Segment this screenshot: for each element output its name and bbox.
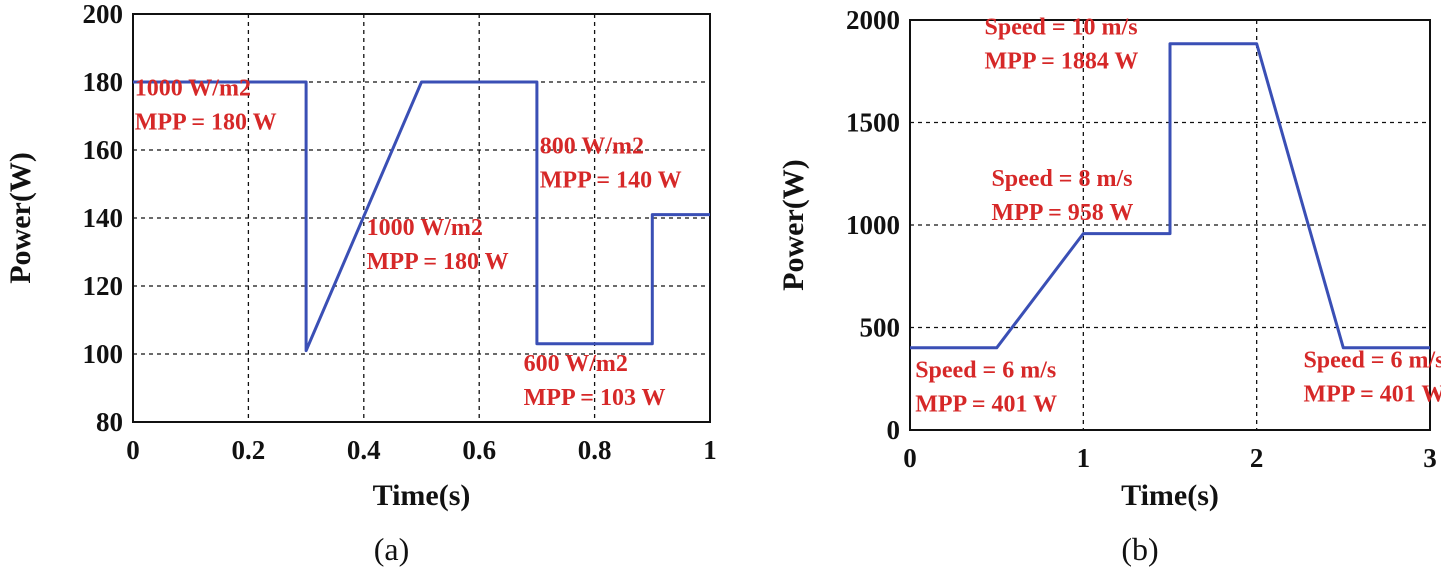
- annotation-line: MPP = 103 W: [524, 385, 666, 411]
- annotation-line: 1000 W/m2: [367, 215, 483, 241]
- annotation-line: 600 W/m2: [524, 351, 628, 377]
- annotation-line: MPP = 180 W: [367, 249, 509, 275]
- y-tick-label: 200: [83, 0, 124, 29]
- panel-label: (a): [374, 531, 410, 567]
- y-tick-label: 80: [96, 407, 123, 437]
- annotation-label: Speed = 10 m/s MPP = 1884 W: [985, 14, 1139, 74]
- annotation-line: MPP = 1884 W: [985, 48, 1139, 74]
- y-tick-label: 120: [83, 271, 124, 301]
- x-tick-label: 0.8: [578, 435, 612, 465]
- y-tick-label: 1000: [846, 210, 900, 240]
- annotation-label: 1000 W/m2 MPP = 180 W: [135, 76, 277, 136]
- annotation-line: Speed = 10 m/s: [985, 14, 1138, 40]
- x-axis-label: Time(s): [1121, 479, 1219, 512]
- annotation-label: Speed = 6 m/s MPP = 401 W: [1303, 347, 1441, 407]
- x-tick-label: 3: [1423, 443, 1437, 473]
- annotation-label: Speed = 8 m/s MPP = 958 W: [991, 166, 1133, 226]
- plot-frame: [909, 19, 1431, 431]
- y-tick-label: 0: [887, 415, 901, 445]
- y-tick-label: 180: [83, 67, 124, 97]
- y-axis-label: Power(W): [777, 159, 810, 291]
- chart-panel-0: 0 0.2 0.4 0.6 0.8 180100120140160180200Time(s…: [4, 0, 717, 567]
- annotation-line: Speed = 6 m/s: [1303, 347, 1441, 373]
- y-tick-label: 2000: [846, 5, 900, 35]
- plot-frame: [132, 13, 711, 423]
- x-tick-label: 1: [703, 435, 717, 465]
- series-line: [910, 42, 1430, 350]
- annotation-line: 800 W/m2: [540, 133, 644, 159]
- y-tick-label: 140: [83, 203, 124, 233]
- annotation-label: 1000 W/m2 MPP = 180 W: [367, 215, 509, 275]
- x-tick-label: 0: [903, 443, 917, 473]
- x-tick-label: 0: [126, 435, 140, 465]
- annotation-line: MPP = 401 W: [915, 392, 1057, 418]
- annotation-line: Speed = 8 m/s: [991, 166, 1132, 192]
- x-tick-label: 2: [1250, 443, 1264, 473]
- annotation-line: 1000 W/m2: [135, 76, 251, 102]
- annotation-line: MPP = 140 W: [540, 167, 682, 193]
- x-axis-label: Time(s): [373, 479, 471, 512]
- x-tick-label: 0.4: [347, 435, 381, 465]
- y-tick-label: 160: [83, 135, 124, 165]
- annotation-line: MPP = 401 W: [1303, 381, 1441, 407]
- y-tick-label: 500: [860, 313, 901, 343]
- y-tick-label: 100: [83, 339, 124, 369]
- annotation-line: Speed = 6 m/s: [915, 358, 1056, 384]
- annotation-label: Speed = 6 m/s MPP = 401 W: [915, 358, 1057, 418]
- annotation-label: 800 W/m2 MPP = 140 W: [540, 133, 682, 193]
- annotation-line: MPP = 180 W: [135, 110, 277, 136]
- annotation-label: 600 W/m2 MPP = 103 W: [524, 351, 666, 411]
- x-tick-label: 0.2: [232, 435, 266, 465]
- series-line: [133, 80, 710, 353]
- x-tick-label: 1: [1077, 443, 1091, 473]
- x-tick-label: 0.6: [462, 435, 496, 465]
- y-axis-label: Power(W): [4, 152, 37, 284]
- y-tick-label: 1500: [846, 108, 900, 138]
- panel-label: (b): [1121, 531, 1158, 567]
- chart-panel-1: 0 1 2 3 0 500 1000 1500 2000 Time(s) Power(W) Speed…: [777, 5, 1441, 567]
- annotation-line: MPP = 958 W: [991, 200, 1133, 226]
